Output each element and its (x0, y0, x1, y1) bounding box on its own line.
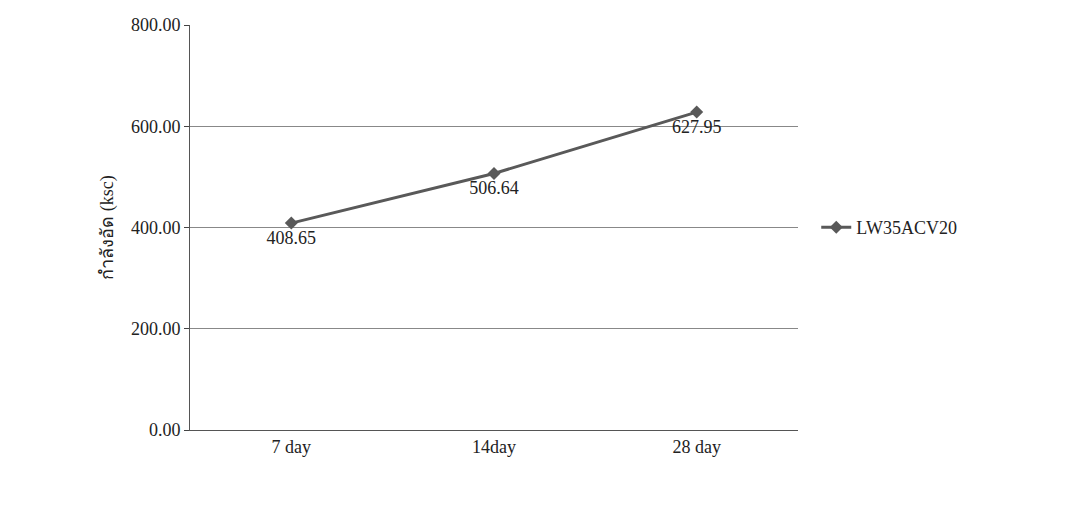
svg-text:14day: 14day (472, 437, 516, 457)
svg-text:800.00: 800.00 (131, 15, 181, 35)
svg-text:28 day: 28 day (672, 437, 721, 457)
svg-text:600.00: 600.00 (131, 117, 181, 137)
svg-text:627.95: 627.95 (672, 117, 722, 137)
svg-text:200.00: 200.00 (131, 319, 181, 339)
svg-text:506.64: 506.64 (469, 178, 519, 198)
svg-text:LW35ACV20: LW35ACV20 (856, 218, 957, 238)
svg-text:7 day: 7 day (272, 437, 312, 457)
svg-text:กำลังอัด (ksc): กำลังอัด (ksc) (97, 175, 118, 279)
svg-text:0.00: 0.00 (149, 420, 181, 440)
svg-text:400.00: 400.00 (131, 218, 181, 238)
svg-text:408.65: 408.65 (267, 228, 317, 248)
